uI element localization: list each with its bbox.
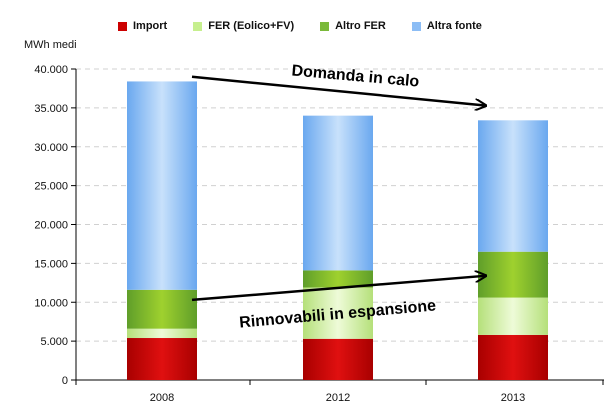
bar-import-2008 xyxy=(127,338,197,380)
legend-label-fer-eolico-fv: FER (Eolico+FV) xyxy=(208,20,295,32)
y-tick-label: 10.000 xyxy=(34,297,68,309)
x-tick-label: 2013 xyxy=(501,392,525,404)
legend-label-altro-fer: Altro FER xyxy=(335,20,386,32)
legend-label-altra-fonte: Altra fonte xyxy=(426,20,482,32)
x-tick-label: 2012 xyxy=(326,392,350,404)
bar-altra-fonte-2013 xyxy=(478,120,548,252)
legend-item-import: Import xyxy=(118,20,167,32)
annotation-arrow-domanda-in-calo xyxy=(191,75,485,106)
legend-swatch-altro-fer xyxy=(320,21,330,31)
bar-altro-fer-2012 xyxy=(303,270,373,288)
y-tick-label: 20.000 xyxy=(34,220,68,232)
legend-item-altro-fer: Altro FER xyxy=(320,20,386,32)
legend-label-import: Import xyxy=(133,20,168,32)
legend-item-fer-eolico-fv: FER (Eolico+FV) xyxy=(193,20,294,32)
y-tick-label: 5.000 xyxy=(40,336,68,348)
x-tick-label: 2008 xyxy=(150,392,174,404)
bar-fer-eolico-fv-2008 xyxy=(127,328,197,339)
bar-altro-fer-2008 xyxy=(127,289,197,329)
legend-item-altra-fonte: Altra fonte xyxy=(411,20,482,32)
y-tick-label: 0 xyxy=(62,375,68,387)
annotation-arrow-rinnovabili-in-espansione xyxy=(191,276,485,302)
y-tick-label: 30.000 xyxy=(34,142,68,154)
bar-fer-eolico-fv-2013 xyxy=(478,297,548,335)
y-tick-label: 15.000 xyxy=(34,258,68,270)
bar-altra-fonte-2012 xyxy=(303,115,373,271)
legend: Import FER (Eolico+FV) Altro FER Altra f… xyxy=(118,20,508,32)
y-axis-label: MWh medi xyxy=(24,39,77,51)
legend-swatch-altra-fonte xyxy=(411,21,421,31)
legend-swatch-import xyxy=(118,21,127,31)
y-tick-label: 25.000 xyxy=(34,181,68,193)
bar-import-2012 xyxy=(303,338,373,380)
y-tick-label: 40.000 xyxy=(34,64,68,76)
bar-altro-fer-2013 xyxy=(478,251,548,298)
bar-fer-eolico-fv-2012 xyxy=(303,287,373,339)
y-tick-label: 35.000 xyxy=(34,103,68,115)
legend-swatch-fer-eolico-fv xyxy=(193,21,203,31)
bar-altra-fonte-2008 xyxy=(127,81,197,290)
annotation-label-domanda-in-calo: Domanda in calo xyxy=(291,62,420,90)
bar-import-2013 xyxy=(478,334,548,380)
